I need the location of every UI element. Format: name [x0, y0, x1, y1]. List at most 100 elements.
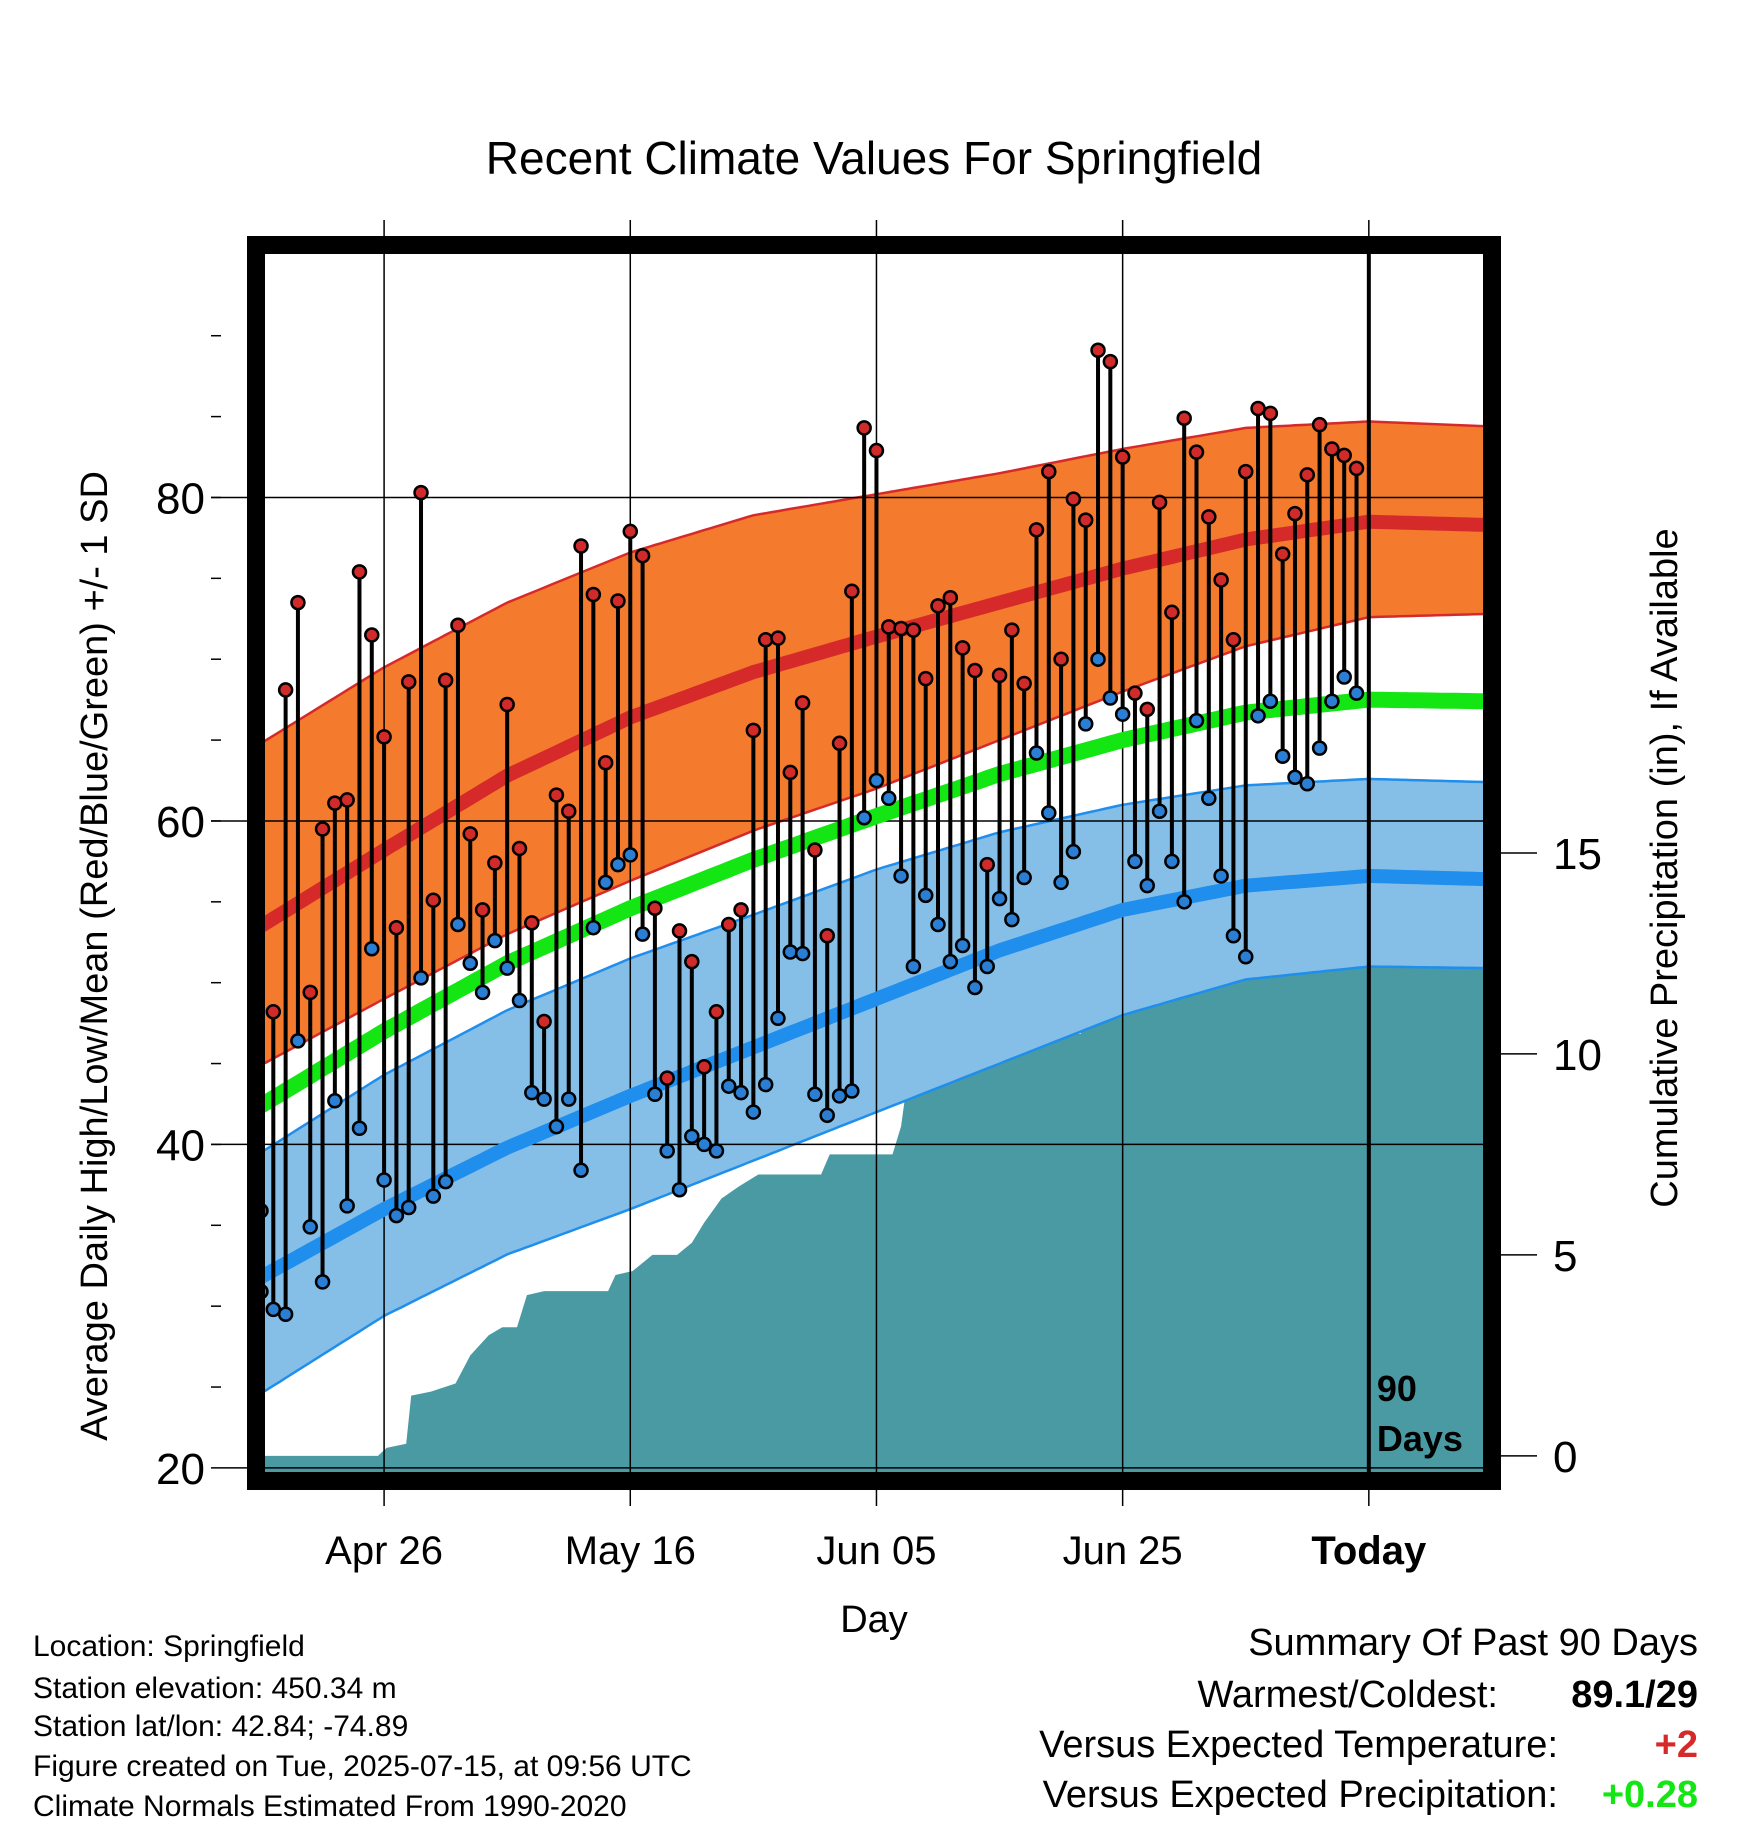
daily-high-point — [511, 840, 528, 857]
daily-high-point — [979, 856, 995, 873]
daily-low-point — [979, 958, 995, 975]
daily-high-point — [1299, 467, 1316, 483]
daily-low-point — [376, 1172, 392, 1188]
daily-high-point — [782, 764, 799, 781]
daily-low-point — [807, 1086, 823, 1103]
daily-high-point — [868, 442, 885, 459]
daily-high-point — [1262, 405, 1279, 422]
daily-high-point — [1139, 701, 1156, 718]
daily-low-point — [1225, 928, 1242, 944]
daily-high-point — [597, 754, 614, 771]
plot-layer: 90 Days 20 40 60 80 0 5 10 15 Apr 26 May 16 Jun 05 Ju… — [156, 220, 1602, 1573]
daily-high-point — [1127, 685, 1143, 701]
daily-high-point — [1188, 444, 1205, 460]
daily-high-point — [634, 547, 651, 564]
daily-high-point — [1102, 353, 1119, 370]
footer-latlon: Station lat/lon: 42.84; -74.89 — [33, 1710, 409, 1743]
daily-high-point — [1176, 410, 1192, 426]
daily-high-point — [622, 523, 639, 540]
daily-high-point — [1213, 572, 1229, 588]
summary-precip-label: Versus Expected Precipitation: — [1042, 1774, 1558, 1816]
daily-low-point — [1237, 949, 1254, 965]
daily-low-point — [339, 1198, 355, 1214]
daily-low-point — [721, 1078, 737, 1094]
daily-low-point — [881, 790, 897, 807]
daily-high-point — [893, 620, 909, 637]
daily-high-point — [1201, 509, 1217, 525]
daily-high-point — [400, 674, 417, 690]
daily-high-point — [1287, 505, 1303, 522]
summary-warmest-label: Warmest/Coldest: — [1197, 1674, 1498, 1716]
y-axis-label: Average Daily High/Low/Mean (Red/Blue/Gr… — [74, 471, 116, 1441]
daily-low-point — [437, 1173, 454, 1190]
daily-low-point — [1201, 790, 1217, 807]
y-tick-label: 60 — [156, 798, 205, 847]
daily-low-point — [597, 874, 614, 891]
daily-low-point — [1053, 874, 1069, 891]
daily-high-point — [1336, 447, 1352, 464]
daily-high-point — [794, 695, 811, 711]
daily-high-point — [684, 953, 700, 970]
daily-low-point — [844, 1083, 860, 1099]
daily-low-point — [413, 970, 429, 986]
daily-low-point — [1164, 853, 1180, 870]
daily-high-point — [413, 484, 429, 501]
daily-low-point — [1114, 706, 1131, 722]
daily-low-point — [499, 960, 515, 976]
daily-high-point — [942, 589, 959, 606]
daily-low-point — [524, 1084, 540, 1101]
daily-high-point — [856, 420, 872, 436]
daily-high-point — [437, 672, 454, 688]
summary-warmest-row: Warmest/Coldest: 89.1/29 — [1197, 1674, 1698, 1717]
daily-low-point — [757, 1076, 774, 1093]
y2-tick-label: 15 — [1553, 830, 1602, 879]
y2-tick-label: 5 — [1553, 1232, 1577, 1281]
daily-high-point — [1274, 546, 1291, 562]
chart-title: Recent Climate Values For Springfield — [486, 132, 1262, 184]
normal-low-line — [257, 868, 1486, 1284]
summary-warmest-value: 89.1/29 — [1571, 1674, 1698, 1716]
daily-low-point — [991, 890, 1008, 907]
daily-low-point — [487, 932, 503, 949]
daily-high-point — [1164, 604, 1180, 621]
daily-high-point — [474, 902, 491, 918]
y-tick-label: 80 — [156, 474, 205, 523]
x-tick-label: Jun 05 — [816, 1529, 936, 1573]
x-axis-label: Day — [840, 1599, 908, 1641]
daily-low-point — [536, 1091, 552, 1107]
daily-high-point — [487, 855, 503, 871]
daily-low-point — [302, 1219, 318, 1235]
daily-low-point — [893, 868, 909, 884]
daily-low-point — [560, 1091, 577, 1107]
daily-low-point — [548, 1118, 565, 1135]
daily-low-point — [511, 992, 528, 1009]
daily-low-point — [364, 940, 380, 957]
daily-high-point — [1324, 441, 1340, 457]
daily-high-point — [585, 586, 602, 603]
daily-high-point — [733, 902, 749, 918]
daily-high-point — [991, 667, 1008, 684]
footer-elevation: Station elevation: 450.34 m — [33, 1672, 397, 1705]
daily-low-point — [634, 926, 651, 942]
daily-low-point — [647, 1086, 663, 1103]
daily-high-point — [1028, 522, 1045, 538]
daily-low-point — [351, 1120, 368, 1137]
daily-low-point — [314, 1274, 331, 1290]
daily-high-point — [1041, 463, 1057, 480]
daily-low-point — [388, 1207, 405, 1224]
daily-high-point — [573, 538, 589, 554]
daily-low-point — [708, 1143, 725, 1159]
daily-low-point — [745, 1104, 762, 1120]
y-tick-label: 40 — [156, 1121, 205, 1170]
days-label-number: 90 — [1377, 1368, 1417, 1409]
daily-low-point — [327, 1093, 343, 1109]
daily-low-point — [1262, 693, 1279, 710]
daily-high-point — [524, 915, 540, 931]
daily-high-point — [1065, 491, 1082, 507]
daily-high-point — [831, 735, 848, 752]
daily-low-point — [659, 1143, 675, 1159]
daily-high-point — [610, 593, 626, 609]
precip-area — [261, 933, 1487, 1476]
days-label-text: Days — [1377, 1418, 1463, 1459]
